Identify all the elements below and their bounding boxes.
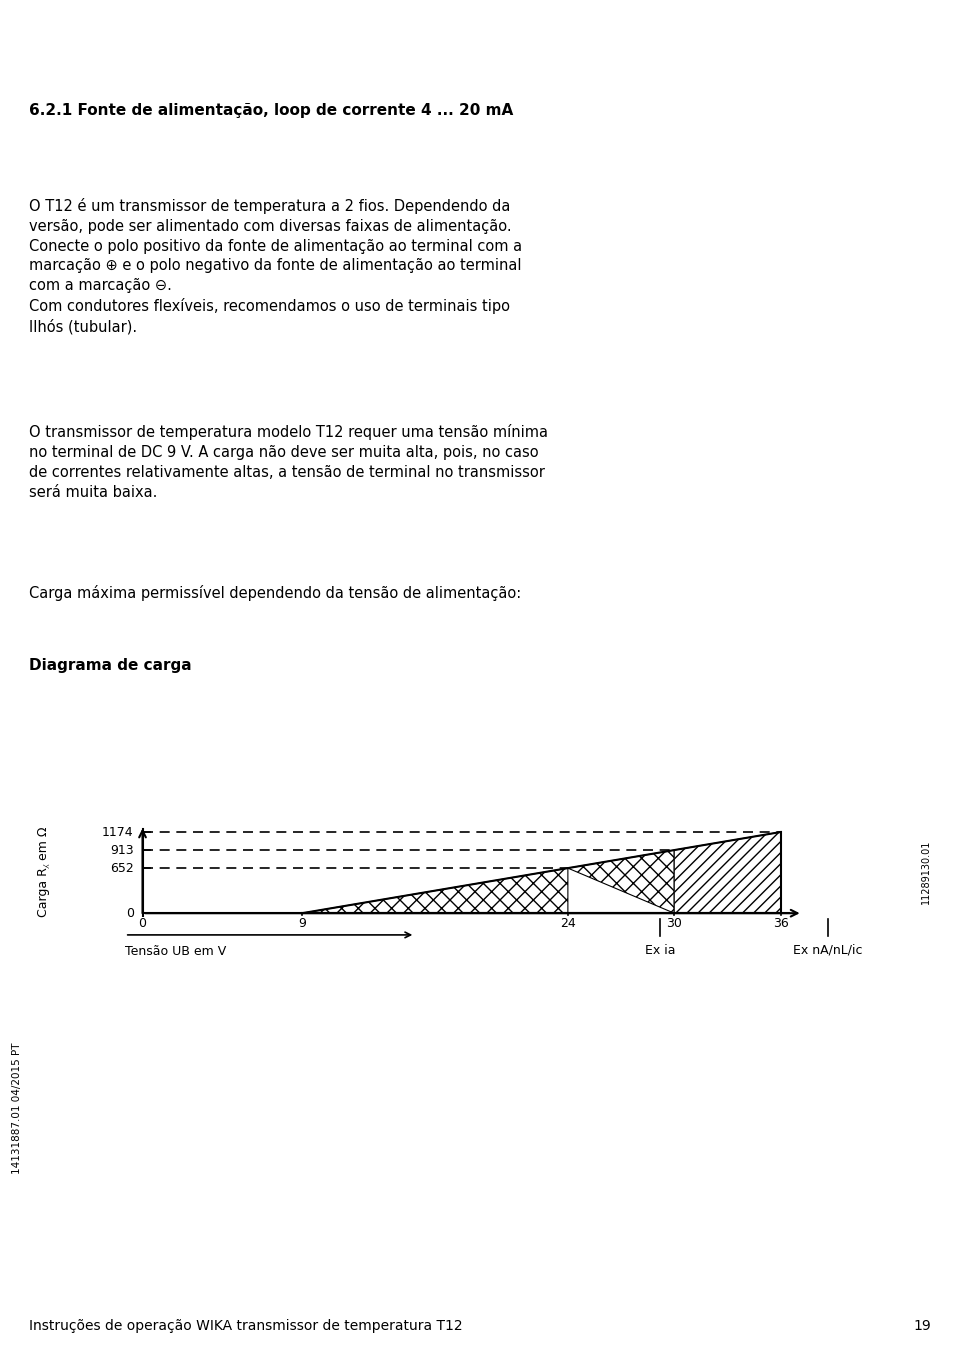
Polygon shape [674, 831, 780, 913]
Text: 0: 0 [126, 907, 133, 919]
Text: Tensão UB em V: Tensão UB em V [125, 945, 226, 959]
Text: PT: PT [889, 396, 916, 415]
Text: 30: 30 [666, 917, 683, 930]
Text: 0: 0 [138, 917, 147, 930]
Text: 1174: 1174 [102, 826, 133, 838]
Text: Carga máxima permissível dependendo da tensão de alimentação:: Carga máxima permissível dependendo da t… [29, 585, 521, 600]
Text: Carga R⁁ em Ω: Carga R⁁ em Ω [36, 827, 50, 917]
Text: O T12 é um transmissor de temperatura a 2 fios. Dependendo da
versão, pode ser a: O T12 é um transmissor de temperatura a … [29, 197, 522, 335]
Text: O transmissor de temperatura modelo T12 requer uma tensão mínima
no terminal de : O transmissor de temperatura modelo T12 … [29, 425, 548, 500]
Text: 19: 19 [914, 1320, 931, 1333]
Text: Ex nA/nL/ic: Ex nA/nL/ic [793, 944, 863, 957]
Text: Diagrama de carga: Diagrama de carga [29, 658, 191, 673]
Text: 6.2.1 Fonte de alimentação, loop de corrente 4 ... 20 mA: 6.2.1 Fonte de alimentação, loop de corr… [29, 103, 513, 118]
Polygon shape [568, 850, 674, 913]
Text: 9: 9 [299, 917, 306, 930]
Polygon shape [302, 868, 568, 913]
Text: 6. Comissionamento, operação: 6. Comissionamento, operação [29, 32, 465, 55]
Text: 36: 36 [773, 917, 788, 930]
Text: 913: 913 [110, 844, 133, 857]
Text: 652: 652 [109, 861, 133, 875]
Text: Ex ia: Ex ia [645, 944, 675, 957]
Text: 14131887.01 04/2015 PT: 14131887.01 04/2015 PT [12, 1042, 22, 1175]
Text: Instruções de operação WIKA transmissor de temperatura T12: Instruções de operação WIKA transmissor … [29, 1320, 463, 1333]
Text: 11289130.01: 11289130.01 [922, 840, 931, 904]
Text: 24: 24 [560, 917, 576, 930]
